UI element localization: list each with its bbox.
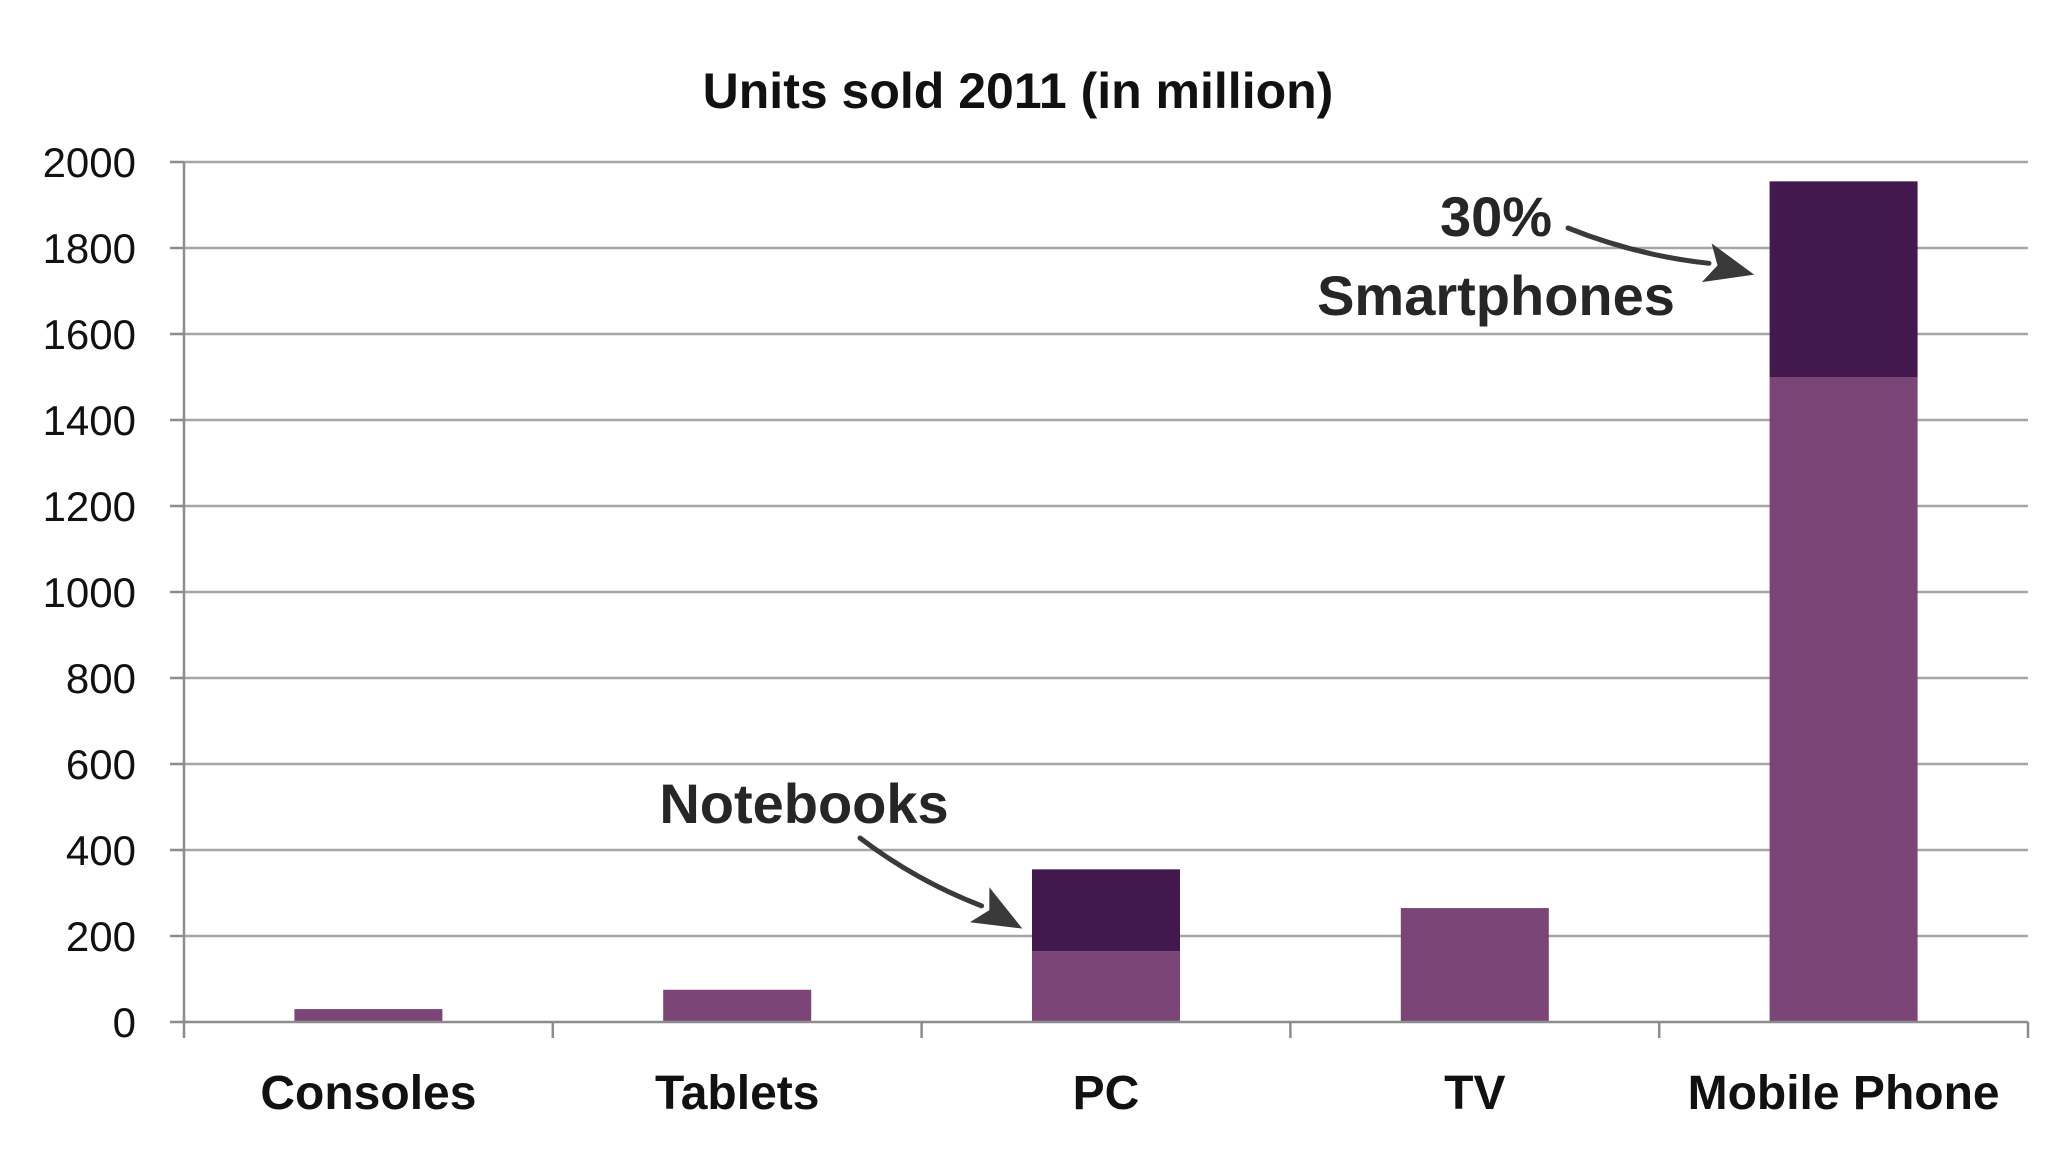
bar-pc-segment-1 <box>1032 951 1180 1022</box>
y-tick-label: 2000 <box>43 139 136 186</box>
bars <box>294 181 1918 1022</box>
y-tick-label: 800 <box>66 655 136 702</box>
y-tick-label: 400 <box>66 827 136 874</box>
y-tick-label: 0 <box>113 999 136 1046</box>
x-category-label: Tablets <box>655 1067 819 1120</box>
x-category-label: PC <box>1073 1067 1140 1120</box>
chart-title: Units sold 2011 (in million) <box>703 63 1334 119</box>
grid <box>184 160 2028 938</box>
bar-tablets-segment-1 <box>663 989 812 1022</box>
y-tick-label: 1000 <box>43 569 136 616</box>
annotation-arrow-head <box>969 887 1023 929</box>
y-tick-label: 1800 <box>43 225 136 272</box>
annotation-label: Smartphones <box>1317 264 1675 327</box>
y-tick-label: 1400 <box>43 397 136 444</box>
annotation-label: Notebooks <box>659 772 948 835</box>
y-tick-label: 600 <box>66 741 136 788</box>
annotations: Notebooks 30% Smartphones <box>659 185 1755 929</box>
x-category-label: TV <box>1444 1067 1505 1120</box>
annotation-arrow-head <box>1701 243 1755 283</box>
bar-consoles-segment-1 <box>294 1009 443 1022</box>
bar-pc-segment-2 <box>1032 869 1180 952</box>
annotation-label: 30% <box>1440 185 1552 248</box>
y-tick-label: 1200 <box>43 483 136 530</box>
annotation-arrow <box>857 835 985 909</box>
x-category-label: Consoles <box>260 1067 476 1120</box>
bar-mobile-phone-segment-1 <box>1769 377 1918 1022</box>
bar-tv-segment-1 <box>1400 908 1549 1022</box>
bar-mobile-phone-segment-2 <box>1769 181 1918 377</box>
y-tick-label: 200 <box>66 913 136 960</box>
y-tick-label: 1600 <box>43 311 136 358</box>
x-category-label: Mobile Phone <box>1688 1067 2000 1120</box>
annotation-arrow <box>1565 225 1712 266</box>
axes: 0 200 400 600 800 1000 1200 1400 1600 1800 2000 Con… <box>43 139 2030 1120</box>
